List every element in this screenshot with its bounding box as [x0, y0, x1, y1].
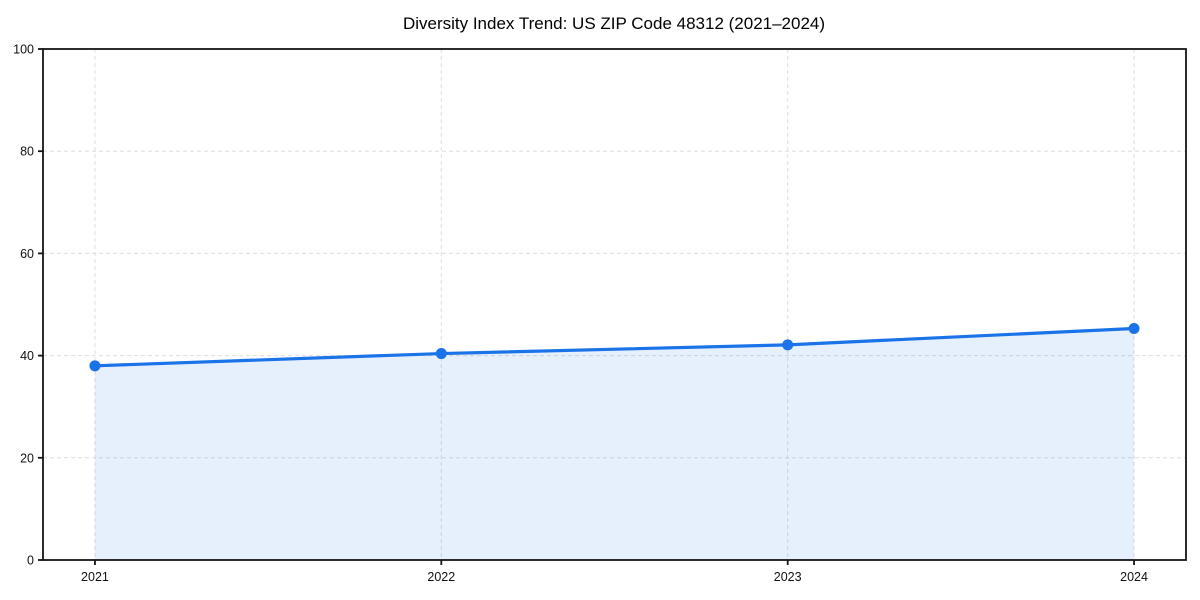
y-tick-label: 0: [27, 554, 34, 568]
gridlines: [43, 49, 1186, 560]
chart-title: Diversity Index Trend: US ZIP Code 48312…: [403, 14, 825, 33]
axes: 0 20 40 60 80 100 2021 2022 2023 2024: [13, 43, 1187, 584]
data-point-2023: [782, 339, 794, 351]
data-points: [89, 323, 1140, 372]
y-tick-label: 20: [20, 451, 34, 465]
trend-line-path: [93, 326, 1136, 368]
data-point-2022: [435, 348, 447, 360]
trend-line: [93, 326, 1136, 368]
x-tick-label: 2022: [427, 570, 455, 584]
area-fill: [94, 328, 1135, 560]
y-tick-label: 100: [13, 43, 34, 57]
plot-border: [42, 48, 1187, 561]
x-tick-label: 2023: [774, 570, 802, 584]
y-tick-label: 60: [20, 247, 34, 261]
data-point-2024: [1128, 323, 1140, 335]
area-under-line: [94, 328, 1135, 560]
y-tick-label: 40: [20, 349, 34, 363]
y-tick-label: 80: [20, 145, 34, 159]
data-point-2021: [89, 360, 101, 372]
x-tick-label: 2021: [81, 570, 109, 584]
x-tick-label: 2024: [1120, 570, 1148, 584]
